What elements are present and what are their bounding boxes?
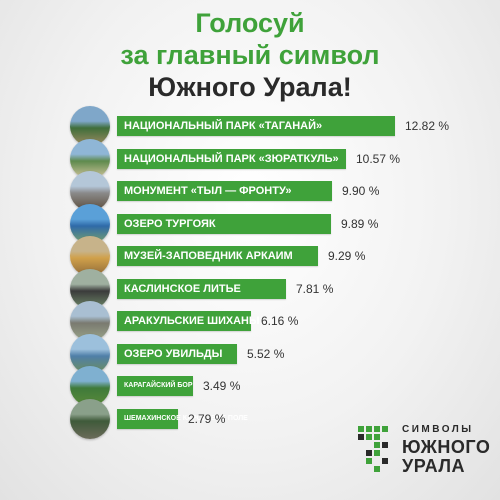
bar xyxy=(117,408,178,429)
bar-label: МОНУМЕНТ «ТЫЛ — ФРОНТУ» xyxy=(124,185,292,197)
bar xyxy=(117,376,193,396)
logo-text-symbols: СИМВОЛЫ xyxy=(402,424,474,435)
value-label: 9.90 % xyxy=(342,184,380,198)
value-label: 10.57 % xyxy=(356,151,401,166)
value-label: 3.49 % xyxy=(203,379,241,393)
karst-rock-photo xyxy=(70,398,110,439)
bar xyxy=(117,278,286,299)
logo-text-southern: ЮЖНОГО xyxy=(402,437,491,457)
bar-label: МУЗЕЙ-ЗАПОВЕДНИК АРКАИМ xyxy=(124,250,293,262)
title-line-2: за главный символ xyxy=(120,40,380,70)
logo-text-urals: УРАЛА xyxy=(402,456,465,476)
bar xyxy=(117,116,395,136)
bar-label: АРАКУЛЬСКИЕ ШИХАНЫ xyxy=(124,315,260,327)
bar xyxy=(117,213,331,234)
bar xyxy=(117,246,318,266)
bar-label: КАРАГАЙСКИЙ БОР xyxy=(124,382,193,389)
bar-label: ШЕМАХИНСКОЕ КАРСТОВОЕ ПОЛЕ xyxy=(124,414,248,422)
bar xyxy=(117,311,251,331)
bar xyxy=(117,343,237,364)
bar xyxy=(117,181,332,201)
symbols-logo-icon xyxy=(358,426,388,472)
title-line-1: Голосуй xyxy=(195,8,305,38)
value-label: 9.89 % xyxy=(341,216,379,231)
value-label: 12.82 % xyxy=(405,119,450,133)
bar-label: ОЗЕРО УВИЛЬДЫ xyxy=(124,347,223,360)
bar-label: НАЦИОНАЛЬНЫЙ ПАРК «ТАГАНАЙ» xyxy=(124,120,323,132)
value-label: 9.29 % xyxy=(328,249,366,263)
title-line-3: Южного Урала! xyxy=(148,72,352,102)
bar-label: НАЦИОНАЛЬНЫЙ ПАРК «ЗЮРАТКУЛЬ» xyxy=(124,152,339,165)
bar-label: ОЗЕРО ТУРГОЯК xyxy=(124,217,216,230)
value-label: 6.16 % xyxy=(261,314,299,328)
value-label: 7.81 % xyxy=(296,281,334,296)
bar-label: КАСЛИНСКОЕ ЛИТЬЕ xyxy=(124,282,241,295)
bar xyxy=(117,148,346,169)
value-label: 5.52 % xyxy=(247,346,285,361)
value-label: 2.79 % xyxy=(188,411,226,426)
